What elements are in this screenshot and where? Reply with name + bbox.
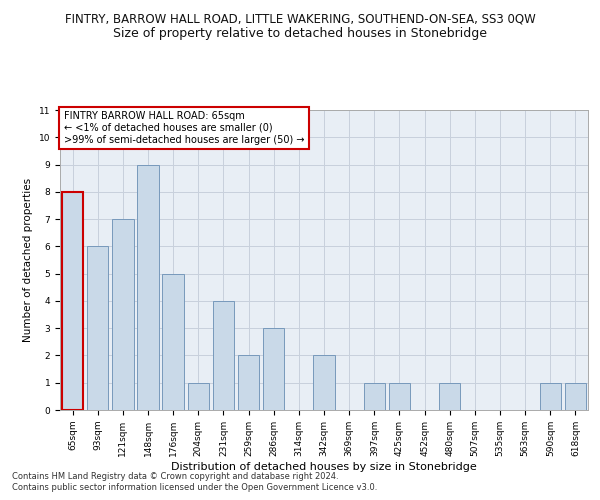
Bar [364, 382, 385, 410]
Bar [389, 382, 410, 410]
Bar [137, 164, 158, 410]
Text: FINTRY BARROW HALL ROAD: 65sqm
← <1% of detached houses are smaller (0)
>99% of : FINTRY BARROW HALL ROAD: 65sqm ← <1% of … [64, 112, 304, 144]
Bar [238, 356, 259, 410]
Bar [87, 246, 109, 410]
Y-axis label: Number of detached properties: Number of detached properties [23, 178, 33, 342]
Bar [62, 192, 83, 410]
Bar [112, 219, 134, 410]
Bar [565, 382, 586, 410]
Text: Contains HM Land Registry data © Crown copyright and database right 2024.: Contains HM Land Registry data © Crown c… [12, 472, 338, 481]
Bar [188, 382, 209, 410]
Text: Contains public sector information licensed under the Open Government Licence v3: Contains public sector information licen… [12, 484, 377, 492]
Text: Size of property relative to detached houses in Stonebridge: Size of property relative to detached ho… [113, 28, 487, 40]
Text: FINTRY, BARROW HALL ROAD, LITTLE WAKERING, SOUTHEND-ON-SEA, SS3 0QW: FINTRY, BARROW HALL ROAD, LITTLE WAKERIN… [65, 12, 535, 26]
Bar [439, 382, 460, 410]
Bar [213, 301, 234, 410]
Bar [263, 328, 284, 410]
Bar [539, 382, 561, 410]
Bar [163, 274, 184, 410]
Bar [313, 356, 335, 410]
X-axis label: Distribution of detached houses by size in Stonebridge: Distribution of detached houses by size … [171, 462, 477, 471]
